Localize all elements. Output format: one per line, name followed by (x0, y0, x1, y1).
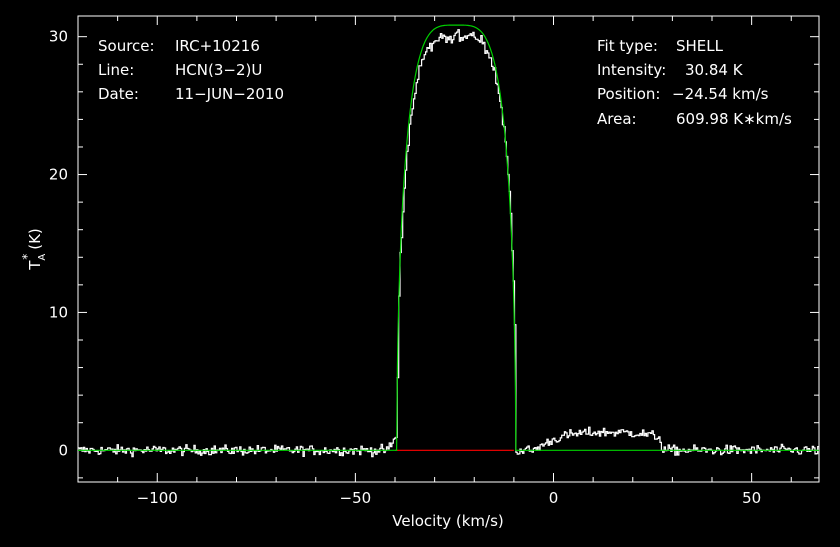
info-date-key: Date: (98, 85, 139, 103)
info-line-value: HCN(3−2)U (175, 61, 262, 79)
info-intensity-key: Intensity: (597, 61, 666, 79)
info-source-key: Source: (98, 37, 155, 55)
y-axis-title: TA* (K) (20, 228, 48, 271)
y-axis-title-unit: (K) (26, 228, 44, 250)
y-tick-label: 0 (58, 441, 68, 459)
x-axis-title: Velocity (km/s) (392, 512, 503, 530)
x-tick-label: 50 (742, 489, 761, 507)
y-axis-title-main: T (26, 260, 44, 271)
shell-fit-line (78, 24, 819, 451)
x-tick-label: 0 (549, 489, 559, 507)
info-right: Fit type: SHELL Intensity: 30.84 K Posit… (597, 37, 792, 128)
y-tick-label: 20 (49, 166, 68, 184)
y-axis-title-sub: A (37, 254, 48, 261)
info-line-key: Line: (98, 61, 134, 79)
info-position-key: Position: (597, 85, 660, 103)
x-tick-label: −100 (137, 489, 178, 507)
info-area-value: 609.98 K∗km/s (676, 110, 792, 128)
info-left: Source: IRC+10216 Line: HCN(3−2)U Date: … (98, 37, 284, 103)
y-tick-label: 10 (49, 303, 68, 321)
info-area-key: Area: (597, 110, 637, 128)
x-tick-label: −50 (340, 489, 372, 507)
info-fit-type-key: Fit type: (597, 37, 658, 55)
info-intensity-value: 30.84 K (685, 61, 744, 79)
plot-area (78, 24, 819, 458)
y-axis-ticks: 0 10 20 30 (49, 28, 819, 479)
info-date-value: 11−JUN−2010 (175, 85, 284, 103)
y-axis-title-sup: * (20, 254, 34, 260)
y-tick-label: 30 (49, 28, 68, 46)
x-axis-ticks: −100 −50 0 50 (77, 16, 792, 507)
plot-frame (77, 15, 820, 483)
info-fit-type-value: SHELL (676, 37, 724, 55)
info-source-value: IRC+10216 (175, 37, 260, 55)
info-position-value: −24.54 km/s (672, 85, 769, 103)
